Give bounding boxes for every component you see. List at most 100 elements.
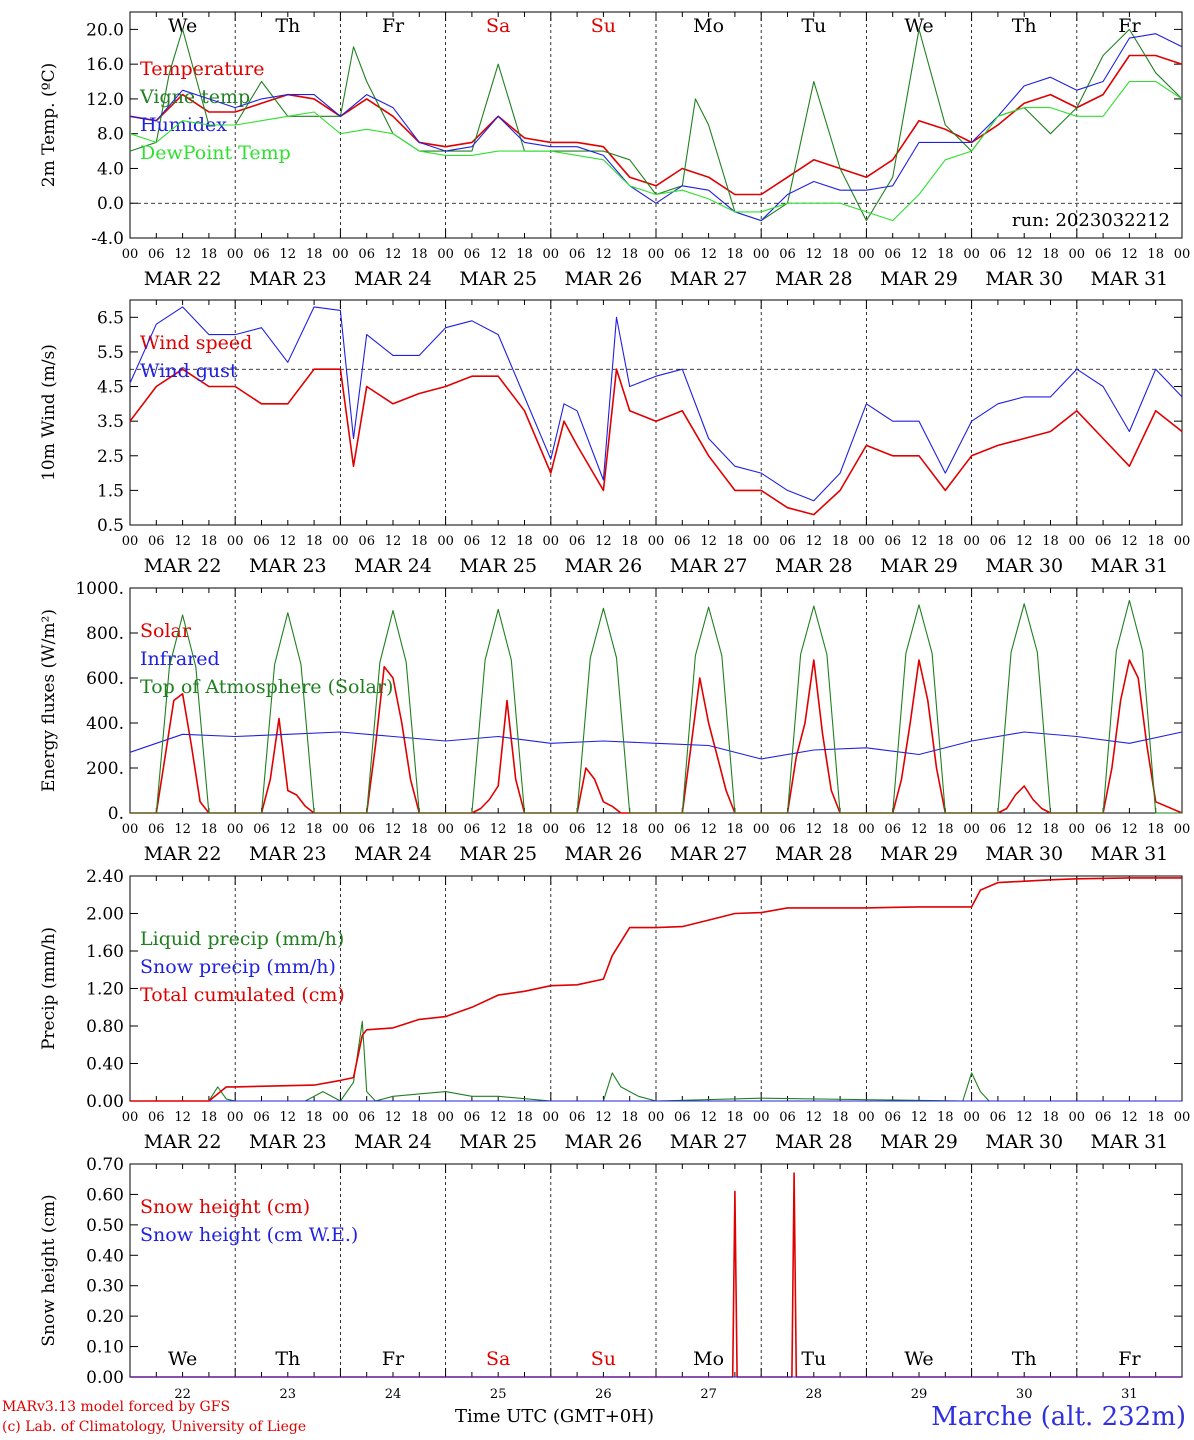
panel-4-legend-entry: Snow precip (mm/h) [140,956,336,978]
panel-1-legend-entry: Vigne temp [139,86,250,108]
panel-1-date-label: MAR 30 [985,268,1063,290]
panel-4-ytick-label: 1.20 [86,980,124,1000]
panel-2-hour-label: 06 [358,534,375,549]
panel-4-hour-label: 18 [1042,1110,1059,1125]
panel-1-hour-label: 06 [674,247,691,262]
day-number-label: 25 [490,1387,507,1402]
panel-3-hour-label: 06 [1095,822,1112,837]
panel-3-hour-label: 06 [674,822,691,837]
panel-3-hour-label: 00 [1069,822,1086,837]
panel-1-ytick-label: 4.0 [97,159,124,179]
panel-3-series-line-2 [129,731,1183,760]
weekday-label: Sa [486,15,510,37]
panel-3-hour-label: 00 [648,822,665,837]
panel-3-hour-label: 12 [911,822,928,837]
weekday-label: Fr [382,15,405,37]
panel-1-hour-label: 06 [253,247,270,262]
panel-1-hour-label: 12 [1016,247,1033,262]
panel-4-hour-label: 00 [122,1110,139,1125]
panel-2-series-line-2 [129,306,1183,502]
panel-1-date-label: MAR 31 [1091,268,1169,290]
panel-4-hour-label: 00 [753,1110,770,1125]
panel-3-date-label: MAR 30 [985,843,1063,865]
panel-4-hour-label: 12 [1016,1110,1033,1125]
panel-5-ytick-label: 0.30 [86,1277,124,1297]
panel-3-hour-label: 00 [332,822,349,837]
weekday-label: Th [275,1348,300,1370]
panel-2-hour-label: 18 [621,534,638,549]
panel-4-hour-label: 12 [911,1110,928,1125]
panel-2-hour-label: 00 [543,534,560,549]
panel-4-ytick-label: 0.40 [86,1055,124,1075]
weekday-label: Tu [801,15,826,37]
panel-3-frame [129,587,1183,814]
panel-2-hour-label: 06 [884,534,901,549]
panel-2-hour-label: 18 [727,534,744,549]
panel-1-ytick-label: 8.0 [97,125,124,145]
panel-2-date-label: MAR 29 [880,555,958,577]
panel-3-date-label: MAR 28 [775,843,853,865]
panel-2-hour-label: 00 [227,534,244,549]
weekday-label: Fr [1118,1348,1141,1370]
panel-4-hour-label: 06 [990,1110,1007,1125]
panel-2-hour-label: 06 [569,534,586,549]
panel-5-ytick-label: 0.20 [86,1307,124,1327]
credit-line-1: MARv3.13 model forced by GFS [2,1399,231,1415]
panel-5-legend-entry: Snow height (cm) [140,1196,310,1218]
panel-2-hour-label: 00 [332,534,349,549]
panel-4-date-label: MAR 24 [354,1131,432,1153]
panel-1-series-line-2 [129,28,1183,222]
panel-1-hour-label: 06 [779,247,796,262]
weekday-label: Th [1012,1348,1037,1370]
panel-4-hour-label: 00 [648,1110,665,1125]
panel-3-hour-label: 06 [884,822,901,837]
panel-2-hour-label: 00 [1069,534,1086,549]
panel-1-hour-label: 00 [858,247,875,262]
panel-1-hour-label: 12 [911,247,928,262]
panel-4-date-label: MAR 25 [459,1131,537,1153]
panel-3-ytick-label: 1000. [75,579,124,599]
weekday-label: Th [275,15,300,37]
panel-1-hour-label: 12 [595,247,612,262]
panel-5-ytick-label: 0.10 [86,1338,124,1358]
day-number-label: 22 [174,1387,191,1402]
panel-3-hour-label: 18 [832,822,849,837]
weekday-label: We [168,15,197,37]
panel-4-hour-label: 18 [937,1110,954,1125]
panel-3-hour-label: 00 [858,822,875,837]
panel-4-ytick-label: 0.00 [86,1092,124,1112]
panel-2-ylabel: 10m Wind (m/s) [39,344,59,481]
day-number-label: 29 [911,1387,928,1402]
panel-2-hour-label: 12 [490,534,507,549]
panel-5-ytick-label: 0.60 [86,1185,124,1205]
panel-2-hour-label: 06 [990,534,1007,549]
panel-1-hour-label: 06 [358,247,375,262]
panel-4-date-label: MAR 31 [1091,1131,1169,1153]
panel-3-hour-label: 00 [1174,822,1191,837]
weekday-label: Sa [486,1348,510,1370]
panel-1-ytick-label: 16.0 [86,55,124,75]
panel-1-hour-label: 06 [884,247,901,262]
panel-4-legend-entry: Total cumulated (cm) [140,984,345,1006]
panel-4-hour-label: 12 [1121,1110,1138,1125]
panel-4-hour-label: 12 [806,1110,823,1125]
panel-4-hour-label: 00 [1069,1110,1086,1125]
panel-4-hour-label: 06 [884,1110,901,1125]
panel-2-ytick-label: 6.5 [97,308,124,328]
panel-3-ytick-label: 800. [86,624,124,644]
panel-1-legend-entry: Humidex [140,114,227,136]
panel-2-date-label: MAR 30 [985,555,1063,577]
panel-1-hour-label: 12 [490,247,507,262]
panel-1-hour-label: 12 [174,247,191,262]
panel-4-date-label: MAR 30 [985,1131,1063,1153]
panel-1-hour-label: 18 [727,247,744,262]
panel-2-hour-label: 12 [911,534,928,549]
weekday-label: We [904,15,933,37]
panel-1-series-line-1 [129,54,1183,196]
panel-2-hour-label: 00 [437,534,454,549]
panel-3-ytick-label: 400. [86,714,124,734]
panel-4-date-label: MAR 28 [775,1131,853,1153]
panel-1-hour-label: 00 [648,247,665,262]
panel-3-hour-label: 12 [700,822,717,837]
panel-3-hour-label: 12 [385,822,402,837]
